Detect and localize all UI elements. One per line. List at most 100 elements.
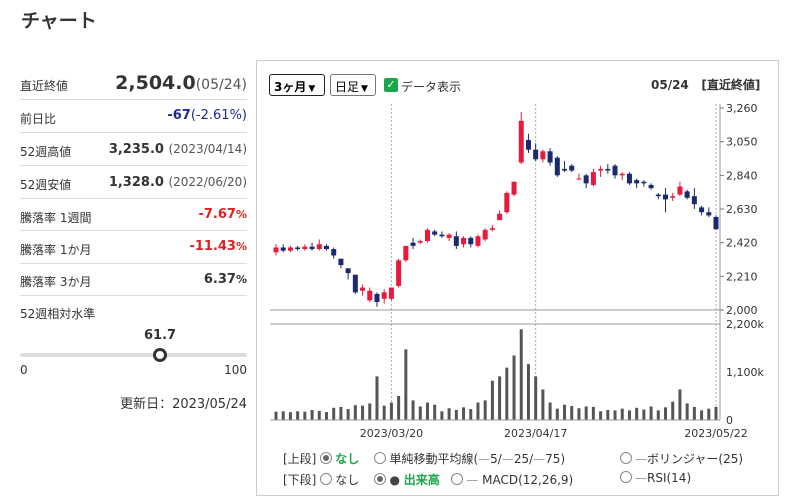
header-note: [直近終値] xyxy=(701,78,761,92)
candles-layer xyxy=(273,112,719,307)
data-display-checkbox[interactable]: ✓ xyxy=(384,78,398,92)
candle xyxy=(374,293,380,302)
range-select[interactable]: 3ヶ月 ▼ xyxy=(269,74,325,96)
candle xyxy=(569,165,575,171)
updated-date: 更新日：2023/05/24 xyxy=(120,397,247,412)
candle xyxy=(533,149,539,160)
candle xyxy=(626,173,632,184)
candle xyxy=(554,157,560,176)
volume-bar xyxy=(606,409,610,420)
radio-icon xyxy=(374,473,387,485)
volume-bar xyxy=(274,411,278,420)
date-label: 2023/04/17 xyxy=(504,427,567,440)
line-swatch: — xyxy=(635,471,647,485)
candle xyxy=(641,181,647,184)
candle xyxy=(691,196,697,205)
percent-unit: % xyxy=(235,208,247,221)
line-swatch: — xyxy=(533,452,546,466)
volume-bar xyxy=(346,409,350,420)
upper-sma-option[interactable]: 単純移動平均線(—5/—25/—75) xyxy=(374,452,565,466)
volume-bar xyxy=(440,411,444,420)
volume-bar xyxy=(324,412,328,420)
volume-bar xyxy=(664,407,668,420)
price-tick-label: 2,840 xyxy=(726,169,758,182)
change-percent: (-2.61%) xyxy=(190,108,247,123)
candle xyxy=(677,186,683,195)
candle xyxy=(634,180,640,184)
volume-bar xyxy=(678,389,682,420)
volume-bar xyxy=(635,407,639,420)
range-select-value: 3ヶ月 xyxy=(274,80,307,94)
candle xyxy=(475,236,481,246)
volume-bar xyxy=(382,405,386,420)
candle xyxy=(417,241,423,243)
radio-icon xyxy=(374,452,387,464)
stat-change-1w: 騰落率 1週間 -7.67% xyxy=(20,199,247,231)
volume-bar xyxy=(649,406,653,420)
candle xyxy=(439,234,445,237)
candle xyxy=(497,213,503,221)
lower-label: [下段] xyxy=(283,473,317,487)
relative-min-label: 0 xyxy=(20,363,28,377)
data-display-label[interactable]: データ表示 xyxy=(401,80,462,94)
price-tick-label: 3,050 xyxy=(726,136,758,149)
volume-bar xyxy=(498,376,502,420)
change-value: -67 xyxy=(167,108,191,123)
volume-bar xyxy=(483,400,487,420)
candle xyxy=(295,247,301,250)
high-value: 3,235.0 xyxy=(108,142,164,157)
stat-change: 前日比 -67(-2.61%) xyxy=(20,100,247,133)
relative-max-label: 100 xyxy=(224,363,247,377)
relative-level-label: 52週相対水準 xyxy=(20,307,96,321)
volume-bar xyxy=(700,410,704,420)
volume-bar xyxy=(685,403,689,420)
sma-75: 75) xyxy=(545,452,566,466)
volume-bar xyxy=(433,404,437,420)
volume-bar xyxy=(404,349,408,420)
candle xyxy=(489,228,495,230)
candle xyxy=(699,207,705,213)
lower-rsi-option[interactable]: —RSI(14) xyxy=(620,471,691,485)
stat-label: 52週安値 xyxy=(20,178,72,192)
lower-none-option[interactable]: なし xyxy=(320,473,359,487)
stat-last-close: 直近終値 2,504.0(05/24) xyxy=(20,68,247,100)
lower-macd-option[interactable]: — MACD(12,26,9) xyxy=(451,473,573,487)
candle xyxy=(482,229,488,240)
candle xyxy=(663,194,669,200)
upper-none-option[interactable]: なし xyxy=(320,452,359,466)
lower-volume-option[interactable]: ● 出来高 xyxy=(374,473,440,487)
candle xyxy=(576,178,582,180)
volume-bar xyxy=(397,396,401,420)
candle xyxy=(562,168,568,171)
upper-bb-option[interactable]: —ボリンジャー(25) xyxy=(620,450,743,467)
volume-bar xyxy=(534,376,538,420)
relative-level-marker xyxy=(153,348,168,362)
volume-bar xyxy=(563,404,567,420)
candle xyxy=(540,151,546,160)
volume-bar xyxy=(454,409,458,420)
volume-bar xyxy=(447,408,451,420)
price-tick-label: 2,000 xyxy=(726,304,758,317)
percent-unit: % xyxy=(235,240,247,253)
volume-bar xyxy=(656,410,660,420)
candle xyxy=(583,175,589,184)
candle xyxy=(367,290,373,301)
volume-bar xyxy=(317,410,321,420)
date-label: 2023/03/20 xyxy=(360,427,423,440)
volume-bar xyxy=(541,389,545,420)
change-1m-value: -11.43 xyxy=(189,239,236,254)
sma-5: 5/ xyxy=(490,452,502,466)
candle xyxy=(287,247,293,251)
header-date: 05/24 xyxy=(651,78,689,92)
stat-label: 騰落率 3か月 xyxy=(20,275,92,289)
radio-icon xyxy=(320,452,333,464)
lower-options: [下段] なし ● 出来高 — MACD(12,26,9) xyxy=(283,471,573,488)
interval-select[interactable]: 日足 ▼ xyxy=(330,74,376,96)
upper-label: [上段] xyxy=(283,452,317,466)
chevron-down-icon: ▼ xyxy=(308,84,316,94)
volume-bar xyxy=(512,355,516,420)
candle xyxy=(403,245,409,261)
price-tick-label: 2,630 xyxy=(726,203,758,216)
volume-tick-label: 1,100k xyxy=(726,366,764,379)
volume-layer xyxy=(274,329,718,420)
